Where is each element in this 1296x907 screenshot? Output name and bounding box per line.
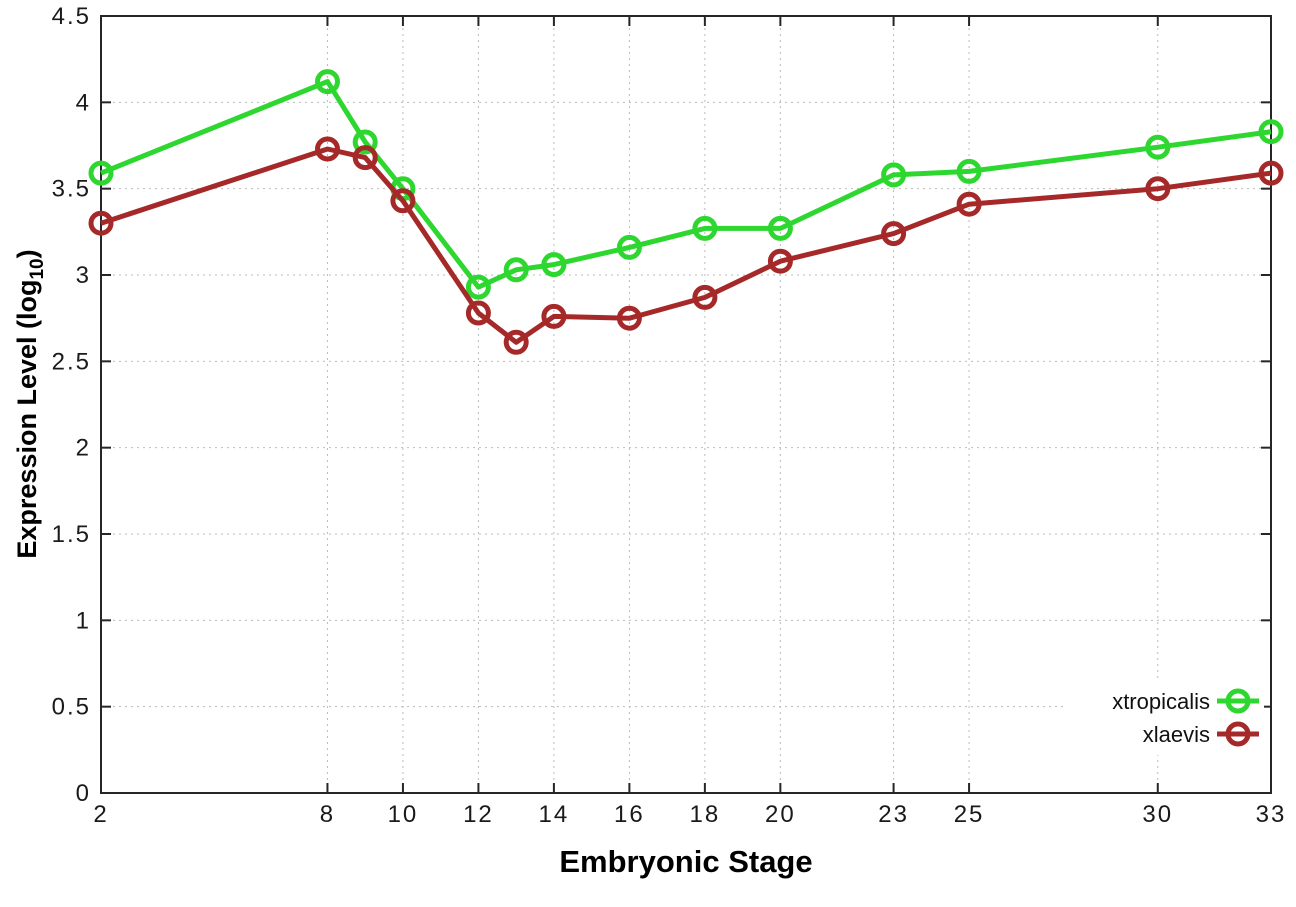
- y-tick-label-1.5: 1.5: [52, 521, 91, 548]
- data-point-xtropicalis-stage-30: [1145, 134, 1171, 160]
- x-tick-label-16: 16: [614, 801, 645, 828]
- x-tick-label-20: 20: [765, 801, 796, 828]
- y-tick-label-2.5: 2.5: [52, 348, 91, 375]
- y-axis-title-subscript: 10: [27, 258, 48, 279]
- data-point-xtropicalis-stage-13: [503, 257, 529, 283]
- x-tick-label-2: 2: [93, 801, 108, 828]
- data-point-xlaevis-stage-14: [541, 303, 567, 329]
- x-tick-label-23: 23: [878, 801, 909, 828]
- data-point-xtropicalis-stage-25: [956, 158, 982, 184]
- data-point-xtropicalis-stage-12: [465, 274, 491, 300]
- y-tick-label-3.5: 3.5: [52, 176, 91, 203]
- data-point-xlaevis-stage-16: [616, 305, 642, 331]
- axes-layer: [100, 15, 1272, 794]
- x-tick-label-10: 10: [388, 801, 419, 828]
- x-tick-label-30: 30: [1142, 801, 1173, 828]
- legend: xtropicalis xlaevis: [1066, 681, 1264, 755]
- y-tick-label-4.5: 4.5: [52, 3, 91, 30]
- data-point-xlaevis-stage-2: [88, 210, 114, 236]
- legend-marker-xlaevis: [1225, 721, 1251, 747]
- y-tick-label-4: 4: [76, 89, 91, 116]
- data-point-xtropicalis-stage-23: [881, 162, 907, 188]
- series-layer: [88, 69, 1284, 355]
- plot-border: [100, 15, 1272, 794]
- data-point-xtropicalis-stage-16: [616, 234, 642, 260]
- data-point-xlaevis-stage-25: [956, 191, 982, 217]
- legend-label-xtropicalis: xtropicalis: [1112, 689, 1210, 714]
- x-tick-label-33: 33: [1256, 801, 1287, 828]
- y-axis-title-main: Expression Level (log: [12, 280, 42, 559]
- y-tick-label-0.5: 0.5: [52, 694, 91, 721]
- legend-label-xlaevis: xlaevis: [1143, 722, 1210, 747]
- x-axis-title: Embryonic Stage: [559, 844, 812, 879]
- data-point-xtropicalis-stage-20: [767, 215, 793, 241]
- y-tick-label-3: 3: [76, 262, 91, 289]
- x-tick-label-25: 25: [954, 801, 985, 828]
- data-point-xlaevis-stage-13: [503, 329, 529, 355]
- data-point-xtropicalis-stage-9: [352, 129, 378, 155]
- x-tick-label-12: 12: [463, 801, 494, 828]
- x-tick-label-18: 18: [690, 801, 721, 828]
- data-point-xlaevis-stage-30: [1145, 176, 1171, 202]
- data-point-xlaevis-stage-20: [767, 248, 793, 274]
- data-point-xlaevis-stage-8: [315, 136, 340, 162]
- data-point-xlaevis-stage-12: [465, 300, 491, 326]
- data-point-xtropicalis-stage-14: [541, 252, 567, 278]
- x-tick-label-8: 8: [320, 801, 335, 828]
- y-axis-title: Expression Level (log10): [12, 249, 48, 558]
- data-point-xtropicalis-stage-2: [88, 160, 114, 186]
- y-axis-title-end: ): [12, 249, 42, 258]
- y-tick-label-1: 1: [76, 607, 91, 634]
- data-point-xtropicalis-stage-33: [1258, 119, 1284, 145]
- x-tick-label-14: 14: [539, 801, 570, 828]
- series-line-xlaevis: [100, 146, 1272, 345]
- y-tick-label-0: 0: [76, 780, 91, 807]
- data-point-xlaevis-stage-18: [692, 284, 718, 310]
- legend-marker-xtropicalis: [1225, 688, 1251, 714]
- data-point-xlaevis-stage-33: [1258, 160, 1284, 186]
- grid-layer: [101, 16, 1271, 793]
- data-point-xlaevis-stage-9: [352, 145, 378, 171]
- data-point-xlaevis-stage-23: [881, 221, 907, 247]
- data-point-xtropicalis-stage-18: [692, 215, 718, 241]
- data-point-xtropicalis-stage-8: [315, 69, 340, 95]
- series-line-xtropicalis: [100, 79, 1272, 290]
- tick-labels-layer: 2 8 10 12 14 16 18 20 23 25 30 33 0 0.5 1 1.5 2 2.5 3 3.5 4 4…: [52, 3, 1287, 828]
- y-tick-label-2: 2: [76, 435, 91, 462]
- data-point-xlaevis-stage-10: [390, 188, 416, 214]
